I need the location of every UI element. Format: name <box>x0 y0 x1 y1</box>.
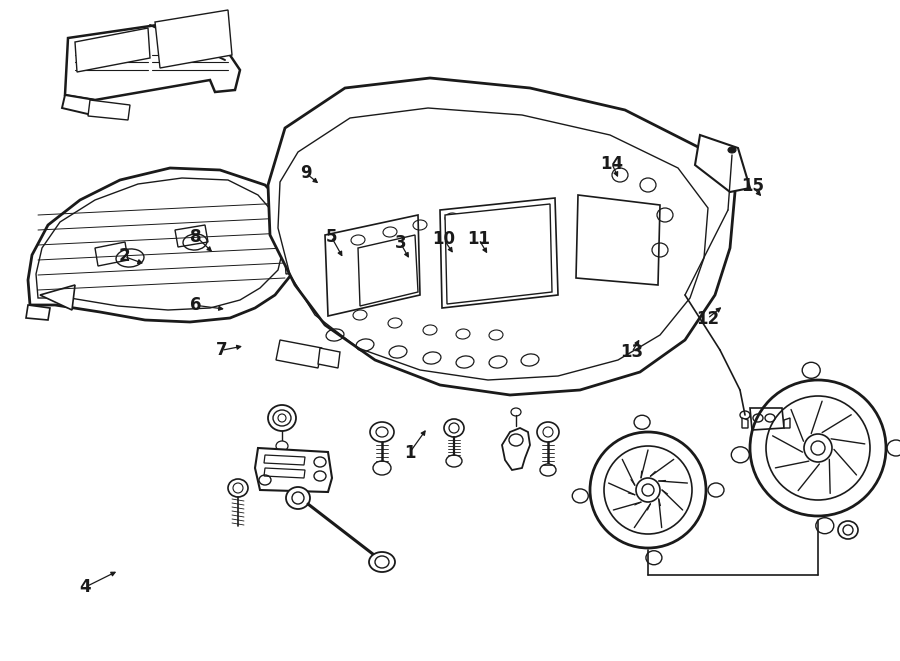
Polygon shape <box>502 428 530 470</box>
Polygon shape <box>65 18 240 100</box>
Ellipse shape <box>642 484 654 496</box>
Polygon shape <box>62 95 95 115</box>
Text: 11: 11 <box>467 230 491 249</box>
Ellipse shape <box>444 419 464 437</box>
Polygon shape <box>175 225 208 247</box>
Text: 5: 5 <box>326 227 337 246</box>
Text: 8: 8 <box>191 227 202 246</box>
Polygon shape <box>75 28 150 72</box>
Polygon shape <box>750 408 784 430</box>
Text: 9: 9 <box>301 164 311 182</box>
Polygon shape <box>358 235 418 306</box>
Polygon shape <box>95 242 128 266</box>
Ellipse shape <box>268 405 296 431</box>
Polygon shape <box>318 348 340 368</box>
Polygon shape <box>285 258 303 274</box>
Polygon shape <box>264 468 305 478</box>
Polygon shape <box>276 340 322 368</box>
Polygon shape <box>255 448 332 492</box>
Text: 13: 13 <box>620 343 643 362</box>
Polygon shape <box>695 135 750 192</box>
Polygon shape <box>445 204 552 304</box>
Ellipse shape <box>369 552 395 572</box>
Polygon shape <box>576 195 660 285</box>
Text: 1: 1 <box>404 444 415 462</box>
Ellipse shape <box>228 479 248 497</box>
Ellipse shape <box>278 414 286 422</box>
Text: 3: 3 <box>395 234 406 253</box>
Text: 2: 2 <box>119 247 130 266</box>
Text: 10: 10 <box>432 230 455 249</box>
Polygon shape <box>784 418 790 428</box>
Text: 15: 15 <box>741 177 764 196</box>
Text: 4: 4 <box>80 578 91 596</box>
Text: 7: 7 <box>216 341 227 360</box>
Ellipse shape <box>276 441 288 451</box>
Polygon shape <box>40 285 75 310</box>
Polygon shape <box>440 198 558 308</box>
Ellipse shape <box>811 441 825 455</box>
Polygon shape <box>268 78 735 395</box>
Polygon shape <box>28 168 300 322</box>
Ellipse shape <box>370 422 394 442</box>
Polygon shape <box>155 10 232 68</box>
Polygon shape <box>26 305 50 320</box>
Text: 6: 6 <box>191 296 202 315</box>
Ellipse shape <box>838 521 858 539</box>
Ellipse shape <box>540 464 556 476</box>
Polygon shape <box>742 418 748 428</box>
Ellipse shape <box>446 455 462 467</box>
Polygon shape <box>88 100 130 120</box>
Ellipse shape <box>373 461 391 475</box>
Ellipse shape <box>728 147 736 153</box>
Polygon shape <box>325 215 420 316</box>
Text: 12: 12 <box>696 309 719 328</box>
Ellipse shape <box>537 422 559 442</box>
Polygon shape <box>264 455 305 465</box>
Ellipse shape <box>286 487 310 509</box>
Polygon shape <box>282 215 305 238</box>
Text: 14: 14 <box>600 155 624 173</box>
